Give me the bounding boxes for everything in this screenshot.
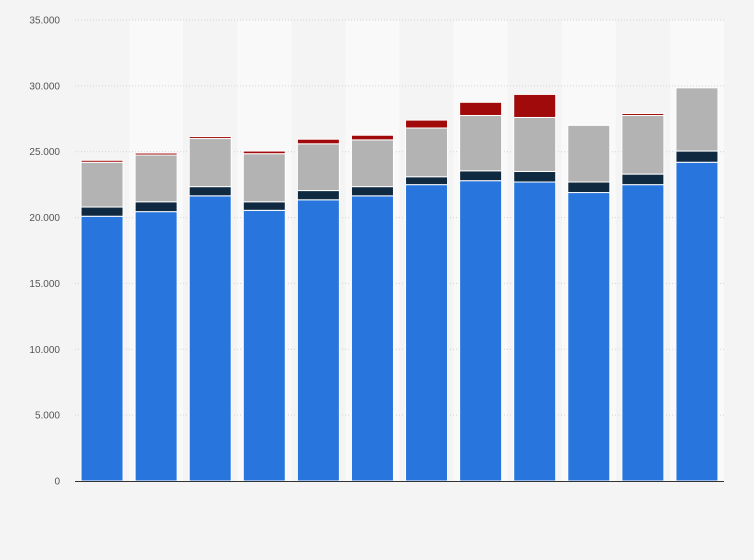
bar-segment	[80, 206, 124, 217]
y-tick-label: 0	[54, 477, 60, 488]
bars	[80, 87, 719, 482]
bar-segment	[242, 209, 286, 482]
bar-segment	[188, 195, 232, 482]
bar-segment	[350, 186, 394, 197]
bar-segment	[567, 192, 611, 482]
bar-segment	[134, 211, 178, 482]
bar-segment	[405, 176, 449, 186]
gridlines	[75, 19, 724, 416]
y-tick-label: 15.000	[29, 279, 60, 290]
bar-segment	[134, 152, 178, 156]
bar-segment	[513, 116, 557, 172]
bar-segment	[242, 201, 286, 211]
bar-segment	[350, 134, 394, 141]
bar-segment	[567, 124, 611, 183]
y-tick-label: 25.000	[29, 147, 60, 158]
y-tick-label: 10.000	[29, 345, 60, 356]
y-tick-label: 35.000	[29, 16, 60, 27]
bar-segment	[296, 138, 340, 145]
bar-segment	[296, 199, 340, 482]
bar-segment	[296, 190, 340, 201]
bar-segment	[242, 153, 286, 203]
bar-segment	[459, 101, 503, 116]
bar-segment	[459, 180, 503, 482]
bar-segment	[459, 114, 503, 172]
bar-segment	[242, 150, 286, 155]
y-tick-label: 20.000	[29, 213, 60, 224]
bar-segment	[459, 170, 503, 182]
bar-segment	[621, 173, 665, 186]
bar-segment	[405, 119, 449, 129]
bar-segment	[567, 181, 611, 194]
bar-segment	[80, 215, 124, 482]
bar-segment	[513, 181, 557, 482]
bar-segment	[350, 195, 394, 482]
bar-segment	[621, 184, 665, 482]
y-axis: 0 5.000 10.000 15.000 20.000 25.000 30.000 35.0…	[29, 16, 60, 488]
bar-segment	[296, 143, 340, 192]
bar-segment	[134, 201, 178, 213]
bar-segment	[675, 161, 719, 482]
bar-segment	[513, 170, 557, 183]
bar-segment	[188, 138, 232, 188]
bar-segment	[80, 159, 124, 163]
bar-segment	[350, 139, 394, 188]
bar-segment	[405, 127, 449, 178]
bar-segment	[513, 93, 557, 118]
bar-segment	[621, 114, 665, 175]
bar-segment	[188, 136, 232, 140]
bar-segment	[405, 184, 449, 482]
bar-segment	[621, 113, 665, 116]
bar-segment	[134, 154, 178, 203]
y-tick-label: 5.000	[35, 411, 60, 422]
y-tick-label: 30.000	[29, 81, 60, 92]
bar-segment	[188, 186, 232, 197]
bar-segment	[675, 87, 719, 152]
bar-segment	[675, 150, 719, 163]
bar-segment	[80, 161, 124, 208]
